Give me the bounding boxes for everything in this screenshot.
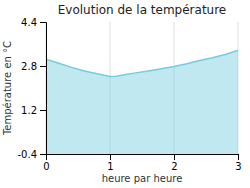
- tick: 1.2: [21, 105, 46, 116]
- title: Evolution de la température: [58, 3, 227, 17]
- tick-mark: [40, 66, 46, 67]
- tick-mark: [110, 154, 111, 160]
- tick-label: 4.4: [21, 17, 37, 28]
- x-axis-title: heure par heure: [102, 173, 183, 184]
- tick-mark: [40, 154, 46, 155]
- grid: [46, 22, 238, 154]
- tick: 2.8: [21, 61, 46, 72]
- y-axis-title: Température en °C: [2, 41, 13, 136]
- tick-label: 3: [235, 161, 241, 172]
- tick-mark: [174, 154, 175, 160]
- tick-mark: [40, 22, 46, 23]
- tick-label: 1.2: [21, 105, 37, 116]
- chart: 0 1 2 3 -0.4 1.2 2.8 4.4 Evolution de la tempéra…: [0, 0, 250, 188]
- tick: -0.4: [17, 149, 46, 160]
- x-axis: 0 1 2 3: [43, 154, 241, 172]
- tick-label: 2: [171, 161, 177, 172]
- tick-mark: [238, 154, 239, 160]
- axis-line: [40, 23, 47, 155]
- tick: 3: [235, 154, 241, 172]
- tick: 0: [43, 154, 49, 172]
- tick-label: 1: [107, 161, 113, 172]
- plot: 0 1 2 3 -0.4 1.2 2.8 4.4: [17, 17, 241, 172]
- tick-mark: [40, 110, 46, 111]
- tick-label: 2.8: [21, 61, 37, 72]
- tick: 2: [171, 154, 177, 172]
- axis-line: [47, 155, 239, 161]
- y-axis: -0.4 1.2 2.8 4.4: [17, 17, 46, 160]
- line: [46, 50, 238, 76]
- tick: 1: [107, 154, 113, 172]
- area: [46, 50, 238, 154]
- tick-label: 0: [43, 161, 49, 172]
- tick: 4.4: [21, 17, 46, 28]
- marks: [46, 50, 238, 154]
- tick-label: -0.4: [17, 149, 37, 160]
